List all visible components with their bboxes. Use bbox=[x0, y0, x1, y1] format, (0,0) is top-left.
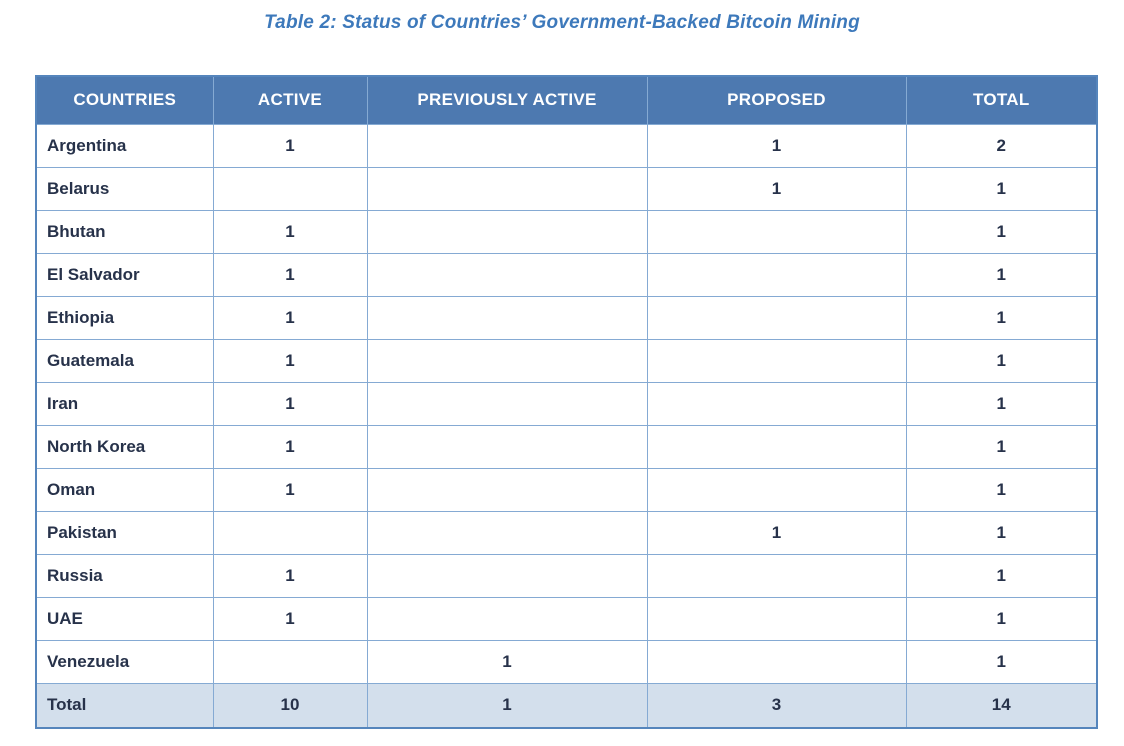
cell-total: 1 bbox=[905, 553, 1098, 598]
cell-proposed bbox=[646, 381, 907, 426]
cell-proposed bbox=[646, 467, 907, 512]
column-header-countries: COUNTRIES bbox=[35, 75, 214, 125]
cell-active: 1 bbox=[212, 596, 368, 641]
cell-country: Iran bbox=[35, 381, 214, 426]
cell-total: 1 bbox=[905, 295, 1098, 340]
table-row: UAE 1 1 bbox=[35, 596, 1098, 641]
cell-country: Russia bbox=[35, 553, 214, 598]
cell-proposed bbox=[646, 424, 907, 469]
column-header-active: ACTIVE bbox=[212, 75, 368, 125]
table-row: Belarus 1 1 bbox=[35, 166, 1098, 211]
cell-country: Venezuela bbox=[35, 639, 214, 684]
cell-total: 1 bbox=[905, 596, 1098, 641]
cell-previously-active bbox=[366, 381, 648, 426]
cell-total: 1 bbox=[905, 639, 1098, 684]
cell-total: 2 bbox=[905, 123, 1098, 168]
cell-previously-active bbox=[366, 123, 648, 168]
cell-proposed bbox=[646, 596, 907, 641]
cell-total: 1 bbox=[905, 381, 1098, 426]
cell-proposed bbox=[646, 252, 907, 297]
column-header-previously-active: PREVIOUSLY ACTIVE bbox=[366, 75, 648, 125]
cell-active: 1 bbox=[212, 424, 368, 469]
table-row: Ethiopia 1 1 bbox=[35, 295, 1098, 340]
cell-active bbox=[212, 639, 368, 684]
cell-active: 1 bbox=[212, 467, 368, 512]
table-row: North Korea 1 1 bbox=[35, 424, 1098, 469]
cell-proposed: 1 bbox=[646, 510, 907, 555]
table-title: Table 2: Status of Countries’ Government… bbox=[264, 12, 860, 33]
cell-country: Bhutan bbox=[35, 209, 214, 254]
cell-country: Belarus bbox=[35, 166, 214, 211]
table-row: Oman 1 1 bbox=[35, 467, 1098, 512]
cell-active: 1 bbox=[212, 295, 368, 340]
cell-active: 1 bbox=[212, 381, 368, 426]
cell-country: UAE bbox=[35, 596, 214, 641]
cell-previously-active bbox=[366, 338, 648, 383]
cell-active: 1 bbox=[212, 338, 368, 383]
cell-previously-active bbox=[366, 467, 648, 512]
table-row: Venezuela 1 1 bbox=[35, 639, 1098, 684]
cell-total-total: 14 bbox=[905, 682, 1098, 729]
cell-previously-active bbox=[366, 596, 648, 641]
cell-total: 1 bbox=[905, 252, 1098, 297]
cell-previously-active bbox=[366, 424, 648, 469]
cell-previously-active bbox=[366, 553, 648, 598]
cell-previously-active bbox=[366, 510, 648, 555]
cell-country: Oman bbox=[35, 467, 214, 512]
cell-total-active: 10 bbox=[212, 682, 368, 729]
column-header-proposed: PROPOSED bbox=[646, 75, 907, 125]
cell-country: Argentina bbox=[35, 123, 214, 168]
cell-previously-active bbox=[366, 166, 648, 211]
cell-active bbox=[212, 166, 368, 211]
cell-total-proposed: 3 bbox=[646, 682, 907, 729]
cell-country: Ethiopia bbox=[35, 295, 214, 340]
cell-proposed: 1 bbox=[646, 166, 907, 211]
table-row: El Salvador 1 1 bbox=[35, 252, 1098, 297]
column-header-total: TOTAL bbox=[905, 75, 1098, 125]
table-row: Pakistan 1 1 bbox=[35, 510, 1098, 555]
cell-previously-active bbox=[366, 252, 648, 297]
cell-total: 1 bbox=[905, 510, 1098, 555]
header-row: COUNTRIES ACTIVE PREVIOUSLY ACTIVE PROPO… bbox=[35, 75, 1098, 125]
cell-proposed bbox=[646, 338, 907, 383]
cell-proposed bbox=[646, 553, 907, 598]
cell-active bbox=[212, 510, 368, 555]
cell-previously-active bbox=[366, 295, 648, 340]
cell-active: 1 bbox=[212, 553, 368, 598]
cell-country: El Salvador bbox=[35, 252, 214, 297]
cell-proposed bbox=[646, 639, 907, 684]
table-row: Bhutan 1 1 bbox=[35, 209, 1098, 254]
cell-active: 1 bbox=[212, 123, 368, 168]
cell-country: Pakistan bbox=[35, 510, 214, 555]
cell-total: 1 bbox=[905, 467, 1098, 512]
table-body: Argentina 1 1 2 Belarus 1 1 Bhutan 1 1 bbox=[35, 123, 1098, 684]
table-header: COUNTRIES ACTIVE PREVIOUSLY ACTIVE PROPO… bbox=[35, 75, 1098, 125]
cell-total: 1 bbox=[905, 338, 1098, 383]
cell-country: Guatemala bbox=[35, 338, 214, 383]
cell-country: North Korea bbox=[35, 424, 214, 469]
cell-previously-active bbox=[366, 209, 648, 254]
total-row: Total 10 1 3 14 bbox=[35, 682, 1098, 729]
table-row: Iran 1 1 bbox=[35, 381, 1098, 426]
table-row: Argentina 1 1 2 bbox=[35, 123, 1098, 168]
cell-proposed bbox=[646, 209, 907, 254]
table-footer: Total 10 1 3 14 bbox=[35, 682, 1098, 729]
cell-active: 1 bbox=[212, 252, 368, 297]
table-row: Guatemala 1 1 bbox=[35, 338, 1098, 383]
cell-total: 1 bbox=[905, 209, 1098, 254]
cell-total: 1 bbox=[905, 166, 1098, 211]
cell-active: 1 bbox=[212, 209, 368, 254]
cell-total-label: Total bbox=[35, 682, 214, 729]
cell-proposed bbox=[646, 295, 907, 340]
table-row: Russia 1 1 bbox=[35, 553, 1098, 598]
cell-total: 1 bbox=[905, 424, 1098, 469]
cell-previously-active: 1 bbox=[366, 639, 648, 684]
cell-total-previously-active: 1 bbox=[366, 682, 648, 729]
cell-proposed: 1 bbox=[646, 123, 907, 168]
mining-status-table: COUNTRIES ACTIVE PREVIOUSLY ACTIVE PROPO… bbox=[35, 75, 1098, 729]
